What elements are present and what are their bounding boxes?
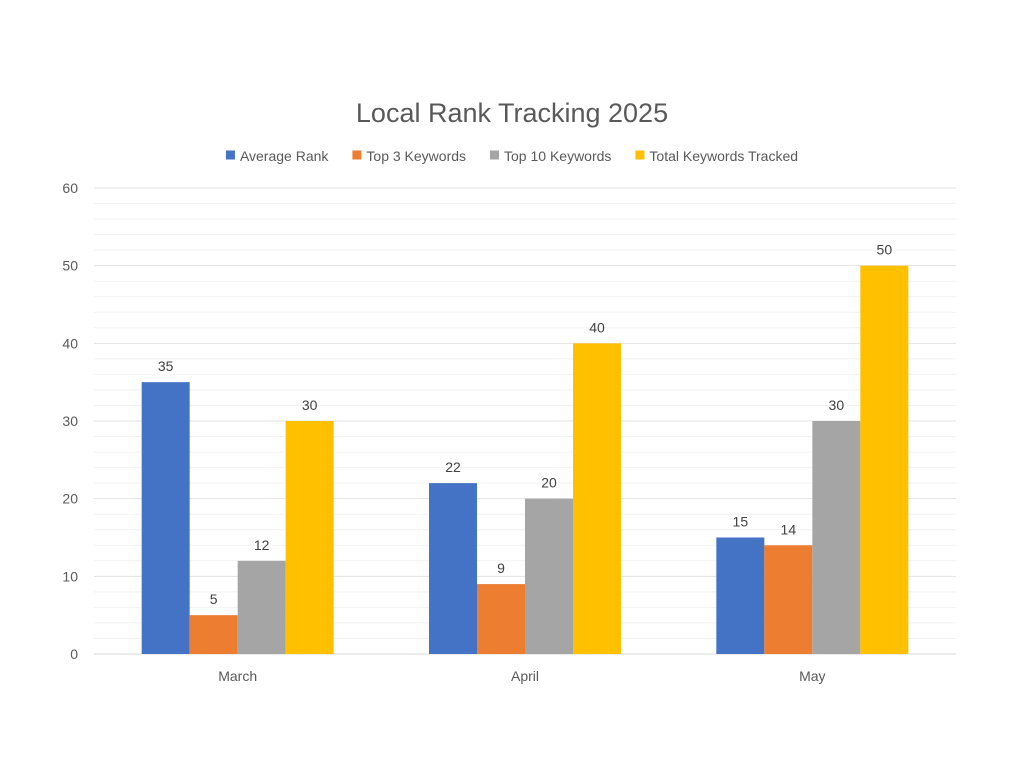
bar[interactable] — [812, 421, 861, 654]
data-label: 22 — [445, 459, 461, 475]
legend-label: Top 10 Keywords — [504, 148, 611, 164]
bars — [141, 265, 909, 655]
x-axis: March April May — [218, 668, 825, 684]
bar[interactable] — [573, 343, 621, 654]
data-label: 30 — [302, 397, 318, 413]
y-tick-label: 50 — [62, 258, 78, 274]
bar[interactable] — [189, 615, 238, 654]
legend-swatch — [635, 150, 645, 160]
data-label: 12 — [254, 537, 270, 553]
legend-item[interactable]: Top 10 Keywords — [490, 148, 611, 164]
x-tick-label: April — [511, 668, 539, 684]
bar[interactable] — [764, 545, 813, 654]
legend-label: Total Keywords Tracked — [649, 148, 798, 164]
data-label: 50 — [877, 242, 893, 258]
x-tick-label: May — [799, 668, 825, 684]
y-tick-label: 60 — [62, 180, 78, 196]
data-label: 15 — [733, 514, 749, 530]
bar[interactable] — [285, 421, 334, 654]
data-label: 9 — [497, 560, 505, 576]
data-labels: 35 5 12 30 22 9 20 40 15 14 30 50 — [158, 242, 892, 608]
data-label: 40 — [589, 319, 605, 335]
bar[interactable] — [141, 382, 190, 654]
x-tick-label: March — [218, 668, 257, 684]
legend-label: Average Rank — [240, 148, 329, 164]
legend-label: Top 3 Keywords — [366, 148, 466, 164]
bar[interactable] — [716, 537, 765, 655]
data-label: 5 — [210, 591, 218, 607]
data-label: 30 — [829, 397, 845, 413]
y-tick-label: 40 — [62, 335, 78, 351]
legend[interactable]: Average Rank Top 3 Keywords Top 10 Keyword… — [225, 148, 798, 164]
y-axis: 0 10 20 30 40 50 60 — [62, 180, 78, 662]
bar[interactable] — [477, 584, 525, 654]
y-tick-label: 30 — [62, 413, 78, 429]
data-label: 35 — [158, 358, 174, 374]
y-tick-label: 20 — [62, 491, 78, 507]
legend-swatch — [490, 150, 500, 160]
chart-title: Local Rank Tracking 2025 — [356, 98, 668, 128]
legend-item[interactable]: Total Keywords Tracked — [635, 148, 798, 164]
legend-swatch — [352, 150, 362, 160]
data-label: 20 — [541, 475, 557, 491]
bar[interactable] — [860, 265, 909, 654]
legend-item[interactable]: Average Rank — [225, 148, 329, 164]
legend-swatch — [225, 150, 235, 160]
y-tick-label: 0 — [70, 646, 78, 662]
bar[interactable] — [429, 483, 477, 654]
y-tick-label: 10 — [62, 568, 78, 584]
bar[interactable] — [237, 560, 286, 654]
legend-item[interactable]: Top 3 Keywords — [352, 148, 466, 164]
bar[interactable] — [525, 498, 573, 654]
data-label: 14 — [781, 521, 797, 537]
